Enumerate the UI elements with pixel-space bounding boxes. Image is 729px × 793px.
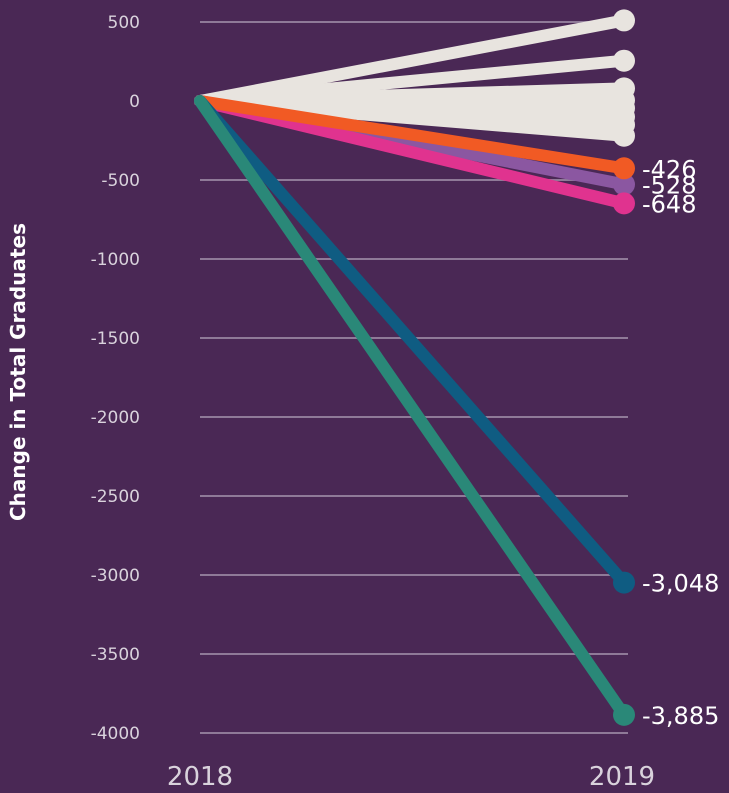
y-tick-label: -2000	[91, 408, 140, 428]
x-tick-label-2018: 2018	[167, 762, 233, 792]
data-label: -3,885	[642, 702, 719, 730]
end-labels: -528-648 -426 -3,048 -3,885	[642, 155, 719, 730]
series-lines	[194, 14, 630, 721]
data-point	[613, 703, 635, 726]
data-label: -3,048	[642, 570, 719, 598]
data-points	[613, 9, 635, 726]
data-point	[613, 124, 635, 147]
y-axis-title: Change in Total Graduates	[6, 223, 30, 521]
data-label: -648	[642, 190, 696, 218]
y-tick-label: -1000	[91, 250, 140, 270]
data-point	[613, 173, 635, 196]
y-tick-label: 500	[108, 13, 140, 33]
data-point	[613, 157, 635, 180]
y-tick-label: -2500	[91, 487, 140, 507]
series-line	[194, 95, 630, 721]
y-tick-label: -3500	[91, 645, 140, 665]
y-tick-label: -500	[101, 171, 140, 191]
data-point	[613, 571, 635, 594]
data-point	[613, 49, 635, 72]
series-line	[194, 95, 630, 175]
series-line	[194, 14, 630, 107]
data-label: -426	[642, 155, 696, 183]
y-tick-label: -4000	[91, 724, 140, 744]
data-point	[613, 192, 635, 215]
data-point	[613, 9, 635, 32]
y-tick-label: 0	[129, 92, 140, 112]
y-axis-ticks: 500 0 -500 -1000 -1500 -2000 -2500 -3000 -3500 -4…	[91, 13, 140, 744]
y-tick-label: -1500	[91, 329, 140, 349]
data-label: -528	[642, 171, 696, 199]
y-tick-label: -3000	[91, 566, 140, 586]
x-tick-label-2019: 2019	[589, 762, 655, 792]
series-line	[194, 95, 630, 589]
